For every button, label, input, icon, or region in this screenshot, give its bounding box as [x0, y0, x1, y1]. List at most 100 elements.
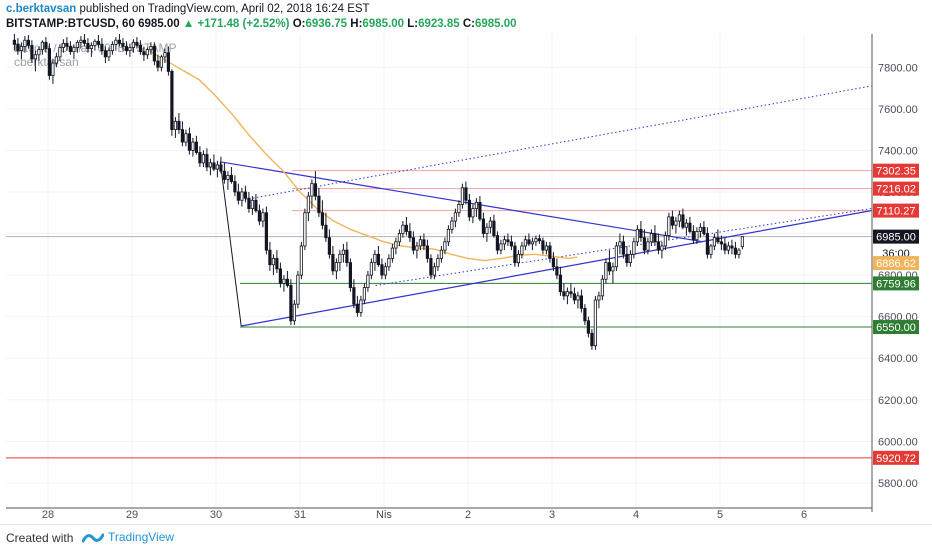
candle-body: [492, 220, 496, 236]
candle-body: [278, 268, 283, 284]
candle: [495, 231, 500, 255]
candle-body: [380, 264, 384, 276]
tradingview-brand[interactable]: TradingView: [108, 530, 175, 544]
last-price-tag-text: 6985.00: [876, 232, 916, 244]
candle: [93, 39, 97, 51]
candle-body: [250, 199, 255, 209]
candle: [450, 216, 454, 234]
candle-body: [359, 299, 363, 313]
candle-body: [352, 287, 356, 305]
candle: [576, 291, 580, 309]
candle-body: [691, 231, 696, 241]
candle: [156, 54, 160, 72]
ma-price-tag-text: 6886.62: [876, 258, 916, 270]
candle-body: [597, 295, 601, 301]
candle: [667, 212, 671, 240]
candle: [562, 283, 566, 301]
candle-body: [44, 41, 48, 49]
publisher-name[interactable]: c.berktavsan: [6, 3, 77, 15]
y-tick-label: 7400.00: [878, 145, 918, 157]
candle-body: [586, 320, 591, 334]
candle-body: [257, 210, 262, 222]
candle-body: [355, 303, 360, 313]
candle: [82, 34, 87, 47]
price-chart[interactable]: Bitcoin / Dollar, 60, BITSTAMP cberktavs…: [0, 0, 932, 524]
candle: [240, 187, 244, 207]
candle: [583, 304, 587, 325]
candle: [432, 262, 437, 280]
candle-body: [684, 222, 689, 228]
candle-body: [173, 120, 178, 131]
candle: [68, 41, 73, 55]
candle-body: [68, 46, 73, 53]
candle-body: [642, 237, 647, 251]
candle-body: [268, 249, 272, 266]
candle: [222, 162, 227, 184]
x-tick-label: 30: [210, 509, 222, 521]
candle-body: [138, 45, 143, 53]
candle-body: [317, 195, 321, 214]
horizontal-levels: [6, 170, 872, 459]
candle: [614, 241, 619, 271]
candle-body: [397, 233, 402, 243]
candle-body: [75, 41, 80, 48]
candle: [166, 46, 171, 76]
candle-body: [681, 214, 685, 228]
candle-body: [590, 332, 594, 347]
candle: [390, 243, 395, 263]
candle: [422, 233, 426, 251]
candle: [499, 239, 503, 255]
candle: [740, 236, 745, 250]
candle-body: [740, 236, 745, 248]
candle: [541, 237, 545, 255]
candle: [488, 216, 493, 234]
candle: [205, 148, 209, 172]
candle-body: [618, 241, 622, 247]
candle-body: [716, 237, 720, 243]
candle-body: [282, 278, 286, 284]
candle: [334, 258, 339, 280]
candle: [201, 150, 206, 168]
candle: [600, 275, 605, 301]
low-value: 6923.85: [418, 18, 460, 30]
candle-body: [593, 299, 598, 347]
candle: [411, 231, 416, 255]
candle: [96, 35, 101, 48]
candle-body: [478, 201, 482, 220]
candle: [607, 250, 612, 276]
candle-body: [418, 239, 423, 247]
candle: [404, 216, 409, 236]
ma-line: [148, 50, 578, 262]
candle: [663, 231, 668, 251]
candle: [632, 237, 636, 259]
candle: [44, 37, 48, 53]
candle: [131, 39, 136, 53]
candle-body: [656, 241, 661, 251]
candle: [79, 36, 83, 49]
candle-body: [677, 214, 682, 222]
candle: [520, 241, 524, 259]
candle-body: [72, 47, 76, 53]
candle-body: [390, 247, 395, 259]
y-tick-label: 6400.00: [878, 353, 918, 365]
candle-body: [222, 170, 227, 180]
x-tick-label: 29: [126, 509, 138, 521]
candle: [565, 287, 570, 305]
candle-body: [79, 39, 83, 43]
candle: [530, 237, 535, 251]
candle: [523, 235, 528, 251]
candle: [677, 210, 682, 228]
candle: [642, 229, 647, 255]
candle: [40, 40, 45, 55]
tradingview-logo-icon[interactable]: [82, 530, 104, 544]
candle-body: [499, 243, 503, 251]
candle-body: [646, 241, 650, 251]
symbol-name: BITSTAMP:BTCUSD, 60: [6, 18, 135, 30]
candle: [110, 41, 115, 55]
candle-body: [159, 56, 164, 68]
candle: [149, 42, 153, 55]
level-tag: 5920.72: [873, 450, 919, 465]
candle: [47, 43, 52, 80]
candle: [54, 52, 59, 68]
candle-body: [635, 228, 640, 243]
